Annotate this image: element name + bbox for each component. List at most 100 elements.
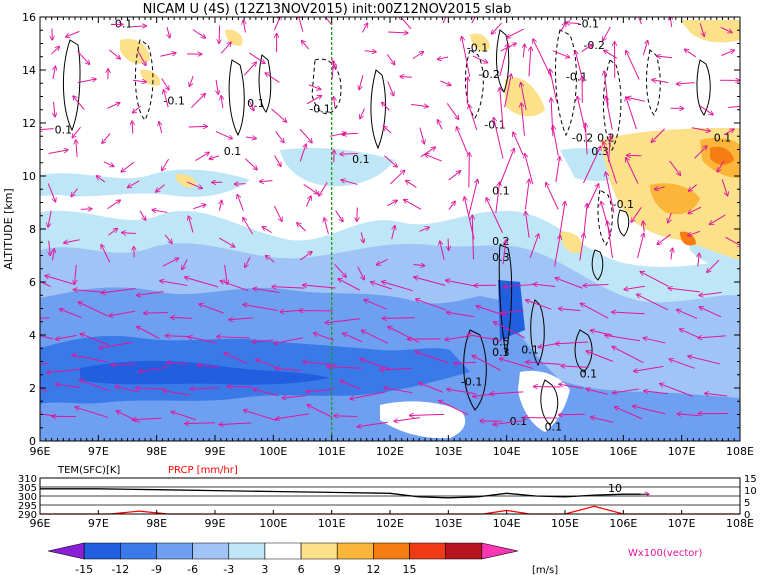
- wind-vector: [689, 184, 698, 191]
- contour-label: 0.1: [545, 420, 563, 433]
- wind-vector: [523, 44, 524, 58]
- wind-vector: [583, 204, 587, 235]
- x-tick-label: 100E: [259, 445, 287, 458]
- wind-vector: [350, 391, 386, 399]
- wind-vector: [357, 266, 364, 280]
- x-tick-label: 101E: [318, 445, 346, 458]
- wind-vector: [387, 81, 394, 96]
- wind-vector: [75, 407, 109, 418]
- colorbar-tick-label: 9: [334, 563, 341, 575]
- wind-vector: [137, 327, 160, 339]
- wind-vector: [546, 183, 559, 210]
- wind-vector: [725, 236, 740, 246]
- wind-vector: [299, 128, 312, 142]
- wind-vector: [224, 353, 248, 364]
- contour-label: 0.1: [224, 145, 242, 158]
- wind-vector: [219, 201, 221, 211]
- wind-shading: [40, 17, 740, 441]
- wind-vector: [66, 30, 80, 36]
- wind-vector: [307, 405, 333, 418]
- wind-vector: [107, 200, 120, 210]
- wind-vector: [40, 317, 50, 319]
- wind-vector: [343, 333, 363, 343]
- wind-vector: [477, 306, 506, 316]
- wind-vector: [191, 388, 219, 389]
- wind-vector: [699, 105, 713, 115]
- colorbar-tick-label: 6: [298, 563, 305, 575]
- wind-vector: [559, 309, 581, 311]
- wind-vector: [249, 100, 254, 110]
- wind-vector: [253, 340, 274, 342]
- contour-label: 0.3: [492, 251, 510, 264]
- wind-vector: [253, 389, 279, 397]
- x-tick-label: 102E: [376, 445, 404, 458]
- wind-vector: [412, 52, 423, 60]
- wind-vector: [102, 133, 111, 143]
- wind-vector: [382, 103, 390, 111]
- wind-vector: [40, 388, 48, 392]
- wind-vector: [229, 318, 253, 320]
- wind-vector: [605, 335, 641, 342]
- wind-vector: [359, 75, 364, 89]
- wind-vector: [721, 179, 727, 196]
- wind-vector: [159, 122, 162, 133]
- wind-vector: [276, 413, 309, 419]
- wind-vector: [243, 218, 253, 235]
- wind-vector: [40, 362, 49, 365]
- surface-left-tick-label: 310: [18, 474, 37, 485]
- wind-vector: [591, 417, 614, 423]
- wind-vector: [612, 347, 644, 364]
- wind-vector: [325, 318, 360, 323]
- wind-vector: [504, 285, 533, 287]
- wind-vector: [613, 388, 640, 393]
- wind-vector: [446, 280, 477, 287]
- wind-vector: [446, 103, 458, 119]
- wind-vector: [419, 227, 428, 232]
- wind-vector: [164, 90, 169, 108]
- wind-vector: [671, 248, 673, 260]
- wind-vector: [188, 216, 194, 233]
- wind-vector: [171, 317, 193, 318]
- wind-vector: [51, 47, 59, 55]
- wind-vector: [550, 69, 558, 103]
- wind-vector: [334, 97, 335, 108]
- x-tick-label: 107E: [668, 445, 696, 458]
- wind-vector: [586, 389, 608, 395]
- wind-vector: [79, 380, 110, 392]
- wind-vector: [380, 368, 412, 370]
- wind-vector: [244, 410, 277, 421]
- surface-right-tick-label: 15: [744, 474, 757, 485]
- wind-vector: [152, 210, 168, 213]
- wind-vector: [276, 368, 302, 370]
- wind-vector: [688, 356, 720, 365]
- contour-label: -0.1: [461, 375, 482, 388]
- wind-vector: [80, 334, 109, 346]
- wind-vector: [160, 281, 188, 287]
- wind-vector: [657, 56, 673, 58]
- wind-vector: [47, 183, 55, 201]
- wind-vector: [161, 78, 169, 90]
- surface-inline-label: 10: [608, 482, 622, 495]
- wind-vector: [525, 212, 530, 238]
- wind-vector: [720, 26, 732, 32]
- wind-vector: [302, 41, 310, 50]
- wind-vector: [101, 245, 111, 263]
- wind-vector: [182, 259, 188, 269]
- wind-vector: [192, 29, 205, 38]
- wind-vector: [472, 356, 501, 371]
- wind-vector: [189, 75, 194, 86]
- wind-vector: [303, 183, 318, 193]
- contour-label: -0.1: [467, 41, 488, 54]
- wind-vector: [644, 391, 669, 395]
- contour-label: 0.5: [492, 336, 510, 349]
- wind-vector: [131, 26, 147, 27]
- wind-vector: [391, 226, 395, 240]
- wind-vector: [440, 80, 451, 85]
- wind-vector: [411, 104, 428, 106]
- surface-x-tick-label: 104E: [493, 517, 521, 530]
- wind-vector: [634, 365, 664, 371]
- wind-vector: [237, 195, 244, 211]
- wind-vector: [97, 176, 106, 183]
- wind-vector: [523, 418, 558, 419]
